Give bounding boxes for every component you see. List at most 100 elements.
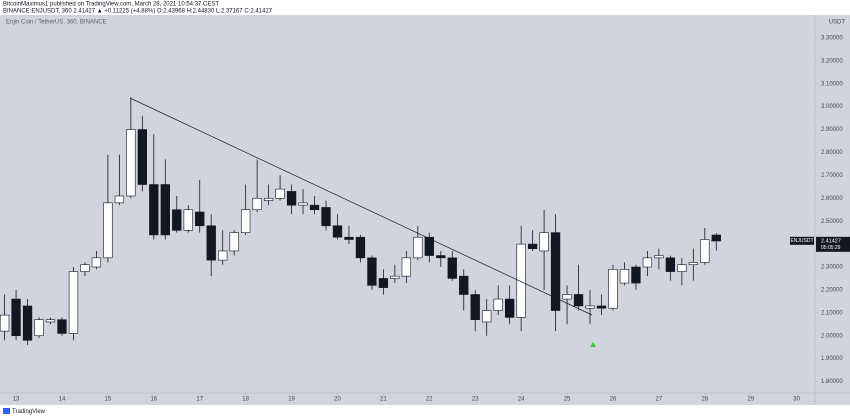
candle-body	[80, 264, 90, 272]
x-tick-label: 17	[196, 397, 203, 403]
candle-body	[45, 319, 56, 323]
symbol-tag	[790, 236, 814, 245]
candle-body	[206, 225, 216, 261]
candle-body	[688, 262, 698, 266]
x-tick-label: 29	[747, 397, 754, 403]
plot	[0, 97, 721, 345]
candle-body	[0, 314, 10, 332]
quote-line: BINANCE:ENJUSDT, 360 2.41427 ▲ +0.11225 …	[3, 9, 273, 15]
candle-body	[11, 298, 21, 337]
candle-body	[367, 257, 377, 286]
y-tick-label: 2.30000	[821, 265, 843, 271]
candle-body	[550, 232, 561, 311]
candle-body	[642, 257, 653, 268]
candle-body	[413, 236, 423, 259]
candle-body	[390, 275, 400, 279]
y-tick-label: 3.00000	[821, 104, 843, 110]
candle-body	[447, 257, 457, 279]
y-tick-label: 3.20000	[821, 58, 843, 64]
y-tick-label: 2.80000	[821, 150, 843, 156]
candle-body	[275, 188, 285, 199]
candle-body	[344, 236, 354, 240]
candle-body	[424, 236, 434, 256]
candle-body	[482, 310, 492, 323]
price-tag-value: 2.41427	[821, 238, 841, 244]
candle-body	[527, 243, 538, 249]
chart-title: Enjin Coin / TetherUS, 360, BINANCE	[6, 20, 107, 26]
candle-body	[711, 234, 721, 242]
x-tick-label: 20	[334, 397, 341, 403]
y-tick-label: 3.30000	[821, 35, 843, 41]
symbol-tag-text: ENJUSDT	[790, 238, 813, 244]
x-tick-label: 24	[518, 397, 525, 403]
candle-body	[619, 268, 630, 284]
x-tick-label: 27	[656, 397, 663, 403]
candle-body	[516, 243, 526, 318]
candle-body	[57, 319, 67, 334]
y-tick-label: 3.10000	[821, 81, 843, 87]
candle-body	[436, 255, 446, 259]
candle-body	[160, 184, 170, 236]
candle-body	[654, 255, 664, 259]
candle-body	[677, 264, 687, 272]
candle-body	[332, 225, 343, 238]
x-tick-label: 23	[472, 397, 479, 403]
y-tick-label: 2.20000	[821, 287, 843, 293]
x-tick-label: 22	[426, 397, 433, 403]
candle-body	[149, 184, 159, 236]
candle-body	[585, 305, 595, 309]
x-tick-label: 15	[105, 397, 112, 403]
candle-body	[378, 278, 389, 288]
candle-body	[22, 305, 33, 341]
x-tick-label: 18	[242, 397, 249, 403]
y-unit: USDT	[829, 20, 846, 26]
candle-body	[137, 129, 148, 185]
x-tick-label: 21	[380, 397, 387, 403]
candle-body	[459, 275, 469, 295]
candle-body	[183, 209, 193, 231]
candle-body	[309, 204, 320, 211]
candle-body	[218, 250, 228, 261]
time-axis	[0, 393, 850, 405]
plot-area	[0, 15, 815, 393]
x-tick-label: 26	[610, 397, 617, 403]
candle-body	[665, 257, 676, 272]
price-axis	[815, 15, 850, 393]
candle-body	[286, 191, 297, 206]
y-tick-label: 2.10000	[821, 310, 843, 316]
logo-icon	[3, 408, 10, 414]
candle-body	[470, 294, 480, 320]
x-tick-label: 13	[13, 397, 20, 403]
x-tick-label: 16	[150, 397, 157, 403]
x-tick-label: 19	[288, 397, 295, 403]
price-tag-countdown: 05:05:29	[821, 245, 841, 251]
candle-body	[504, 298, 515, 318]
trend-line	[129, 97, 593, 316]
x-tick-label: 28	[701, 397, 708, 403]
candle-body	[103, 202, 113, 259]
signal-arrow	[590, 342, 596, 347]
candle-body	[298, 202, 308, 206]
footer-logo: TradingView	[3, 408, 46, 415]
candle-body	[355, 236, 366, 259]
logo-text: TradingView	[12, 409, 46, 415]
candle-body	[539, 232, 549, 252]
x-tick-label: 25	[564, 397, 571, 403]
y-tick-label: 2.90000	[821, 127, 843, 133]
x-tick-label: 14	[59, 397, 66, 403]
candle-body	[263, 197, 274, 201]
candle-body	[240, 209, 251, 233]
candle-body	[114, 195, 125, 204]
price-tag	[816, 236, 850, 252]
y-tick-label: 1.90000	[821, 356, 843, 362]
publisher-line: BitcoinMaximus1 published on TradingView…	[3, 2, 219, 8]
candle-body	[34, 319, 44, 337]
candle-body	[195, 211, 205, 227]
candle-body	[562, 294, 572, 300]
x-tick-label: 30	[793, 397, 800, 403]
candle-body	[321, 207, 331, 227]
candle-body	[126, 129, 136, 197]
candle-body	[229, 232, 239, 252]
